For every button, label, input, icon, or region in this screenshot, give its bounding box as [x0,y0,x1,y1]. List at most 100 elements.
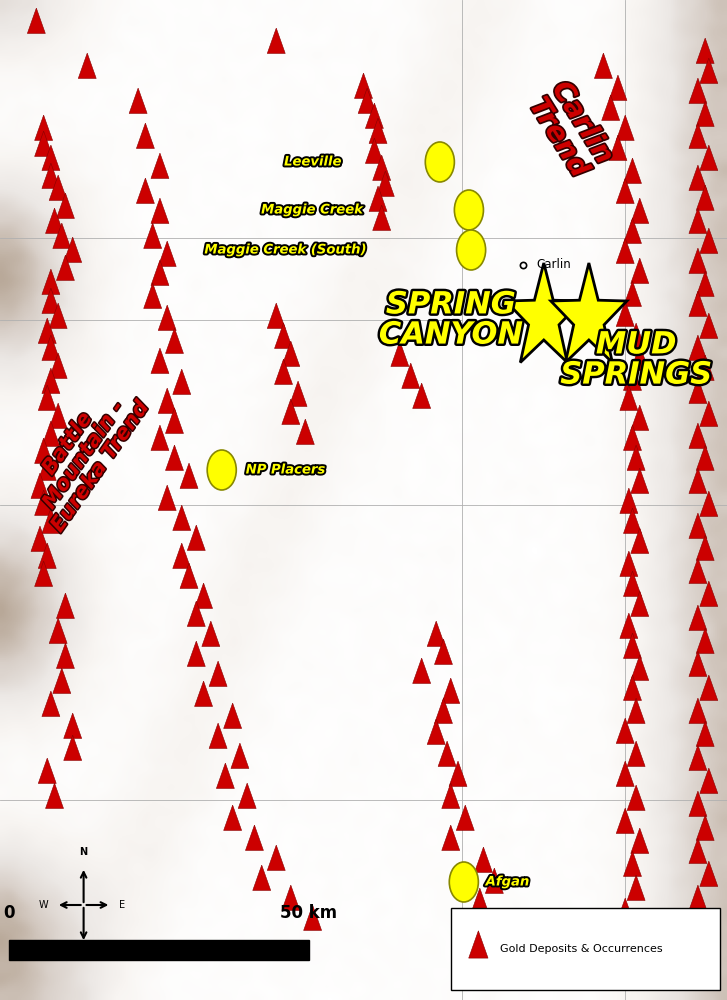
Polygon shape [616,238,634,263]
Polygon shape [42,335,60,360]
Polygon shape [373,205,390,230]
Polygon shape [442,678,459,703]
Polygon shape [696,271,714,296]
Polygon shape [46,208,63,233]
Polygon shape [282,885,300,910]
Polygon shape [42,368,60,393]
Polygon shape [689,291,707,316]
Polygon shape [64,713,81,738]
Text: MUD
SPRINGS: MUD SPRINGS [561,330,712,390]
Text: Maggie Creek: Maggie Creek [261,204,364,217]
Polygon shape [689,423,707,448]
Polygon shape [427,719,445,744]
Polygon shape [624,281,641,306]
Polygon shape [700,581,718,606]
Polygon shape [689,378,707,403]
Text: Maggie Creek (South): Maggie Creek (South) [204,243,367,256]
Polygon shape [631,198,648,223]
Text: Afgan: Afgan [486,876,529,888]
Bar [451,908,720,990]
Polygon shape [49,353,67,378]
Polygon shape [616,115,634,140]
Polygon shape [689,931,707,956]
Polygon shape [238,783,256,808]
Polygon shape [268,845,285,870]
Polygon shape [275,359,292,384]
Polygon shape [180,563,198,588]
Polygon shape [700,58,718,83]
Polygon shape [49,175,67,200]
Polygon shape [166,408,183,433]
Text: 0: 0 [3,904,15,922]
Polygon shape [435,639,452,664]
Polygon shape [486,908,503,933]
Polygon shape [209,723,227,748]
Polygon shape [700,401,718,426]
Polygon shape [268,28,285,53]
Polygon shape [696,185,714,210]
Polygon shape [49,303,67,328]
Polygon shape [442,825,459,850]
Polygon shape [42,508,60,533]
Polygon shape [49,618,67,643]
Polygon shape [624,571,641,596]
Polygon shape [217,763,234,788]
Polygon shape [620,613,638,638]
Polygon shape [631,655,648,680]
Polygon shape [137,178,154,203]
Text: SPRING
CANYON: SPRING CANYON [379,290,523,350]
Polygon shape [366,138,383,163]
Polygon shape [427,621,445,646]
Polygon shape [624,851,641,876]
Polygon shape [595,53,612,78]
Polygon shape [180,463,198,488]
Polygon shape [624,218,641,243]
Polygon shape [689,651,707,676]
Polygon shape [506,263,582,362]
Polygon shape [35,131,52,156]
Polygon shape [39,543,56,568]
Polygon shape [151,198,169,223]
Polygon shape [137,123,154,148]
Polygon shape [151,260,169,285]
Polygon shape [173,505,190,530]
Polygon shape [42,421,60,446]
Polygon shape [369,186,387,211]
Polygon shape [696,628,714,653]
Polygon shape [689,838,707,863]
Polygon shape [700,228,718,253]
Polygon shape [631,468,648,493]
Polygon shape [551,263,627,362]
Polygon shape [144,223,161,248]
Polygon shape [627,741,645,766]
Polygon shape [486,868,503,893]
Polygon shape [689,791,707,816]
Polygon shape [700,861,718,886]
Polygon shape [358,88,376,113]
Polygon shape [64,237,81,262]
Circle shape [207,450,236,490]
Polygon shape [616,178,634,203]
Polygon shape [158,485,176,510]
Polygon shape [689,605,707,630]
Polygon shape [689,698,707,723]
Polygon shape [391,341,409,366]
Polygon shape [158,305,176,330]
Polygon shape [42,288,60,313]
Polygon shape [39,455,56,480]
Polygon shape [151,153,169,178]
Polygon shape [42,145,60,170]
Polygon shape [188,525,205,550]
Polygon shape [624,158,641,183]
Polygon shape [696,535,714,560]
Text: Leeville: Leeville [284,155,342,168]
Circle shape [454,190,483,230]
Polygon shape [42,691,60,716]
Polygon shape [355,73,372,98]
Polygon shape [289,381,307,406]
Polygon shape [202,621,220,646]
Polygon shape [689,248,707,273]
Polygon shape [442,783,459,808]
Circle shape [425,142,454,182]
Polygon shape [31,526,49,551]
